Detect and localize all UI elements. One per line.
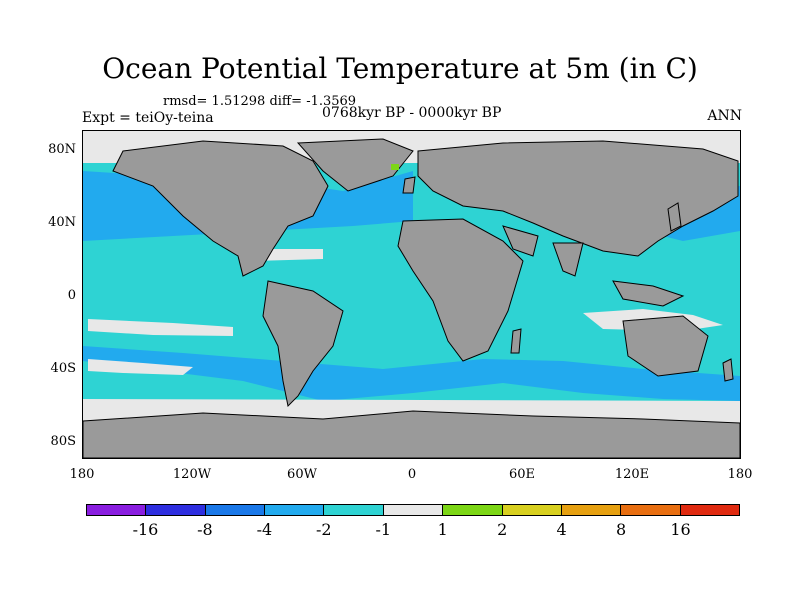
colorbar-label: 2 [497,520,508,539]
lon-tick-60w: 60W [287,467,317,482]
colorbar-segment [324,505,384,515]
colorbar-segment [561,505,622,515]
colorbar-segment [146,505,206,515]
map-panel[interactable] [82,130,741,459]
colorbar-label: -1 [375,520,392,539]
land-masses [83,138,740,458]
colorbar-segment [87,505,147,515]
lon-tick-60e: 60E [508,467,536,482]
colorbar-label: 1 [437,520,448,539]
lat-tick-80n: 80N [48,142,76,157]
pacific-near-zero-patch [88,319,233,336]
lon-tick-120w: 120W [172,467,212,482]
colorbar-segment [621,505,681,515]
south-pacific-near-zero-patch [88,359,193,375]
colorbar-label: -4 [256,520,273,539]
temperature-map [83,131,740,458]
colorbar-label: -16 [132,520,159,539]
lon-tick-120e: 120E [614,467,650,482]
period-label: 0768kyr BP - 0000kyr BP [322,105,502,121]
colorbar-label: 16 [670,520,691,539]
lon-tick-0: 0 [407,467,417,482]
colorbar-segment [265,505,325,515]
colorbar-segment [680,505,739,515]
colorbar [86,504,740,516]
lat-tick-80s: 80S [50,434,76,449]
lon-tick-180e: 180 [727,467,753,482]
colorbar-segment [205,505,266,515]
colorbar-label: 4 [556,520,567,539]
colorbar-segment [443,505,503,515]
stats-line: rmsd= 1.51298 diff= -1.3569 [163,94,357,109]
iceland-warm-anomaly [391,164,399,170]
experiment-label: Expt = teiOy-teina [82,110,214,126]
colorbar-segment [502,505,562,515]
colorbar-label: -8 [197,520,213,539]
cool-band-south [83,346,740,401]
lat-tick-40s: 40S [50,361,76,376]
lat-tick-0: 0 [67,288,76,303]
map-title: Ocean Potential Temperature at 5m (in C) [102,52,698,85]
colorbar-label: -2 [316,520,332,539]
colorbar-segment [383,505,444,515]
lat-tick-40n: 40N [48,215,76,230]
lon-tick-180w: 180 [69,467,95,482]
colorbar-label: 8 [615,520,627,539]
season-label: ANN [707,108,742,124]
